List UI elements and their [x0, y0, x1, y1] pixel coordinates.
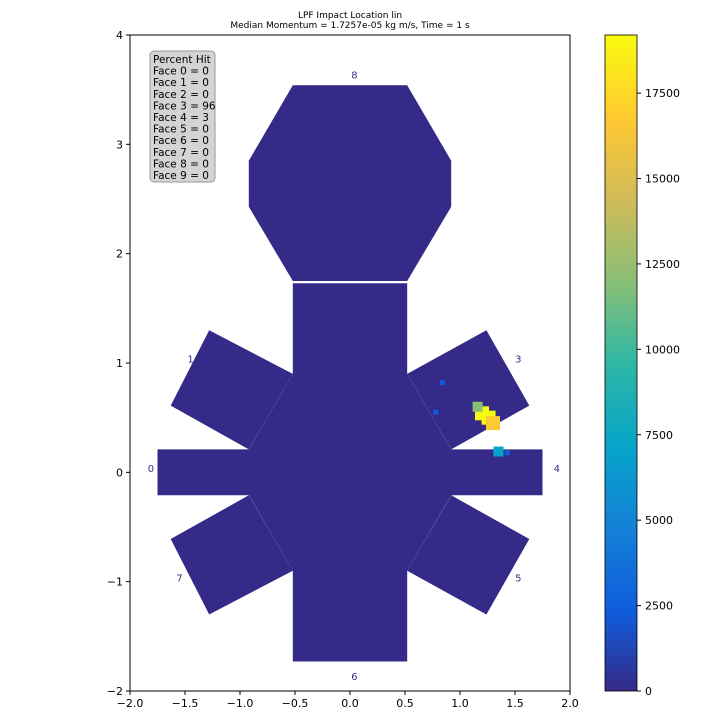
legend-entry: Face 6 = 0 — [153, 135, 209, 147]
x-tick-label: 0.0 — [341, 697, 359, 710]
face-8 — [248, 85, 452, 281]
face-labels: 0 1 3 4 5 6 7 8 — [148, 70, 560, 682]
y-tick-label: −1 — [107, 576, 123, 589]
face-5 — [407, 495, 530, 615]
y-axis: −2 −1 0 1 2 3 4 — [107, 29, 130, 698]
legend-entry: Face 3 = 96 — [153, 100, 216, 112]
colorbar-tick-label: 17500 — [645, 87, 680, 100]
face-label: 3 — [515, 355, 521, 366]
legend-entry: Face 8 = 0 — [153, 158, 209, 170]
x-axis: −2.0 −1.5 −1.0 −0.5 0.0 0.5 1.0 1.5 2.0 — [117, 691, 579, 710]
y-tick-label: 1 — [116, 357, 123, 370]
x-tick-label: 0.5 — [396, 697, 414, 710]
y-tick-label: −2 — [107, 685, 123, 698]
hotspot-cell — [439, 380, 445, 386]
x-tick-label: −1.5 — [172, 697, 199, 710]
x-tick-label: 1.5 — [506, 697, 524, 710]
colorbar-tick-label: 12500 — [645, 258, 680, 271]
colorbar-ticks: 0 2500 5000 7500 10000 12500 15000 17500 — [637, 87, 680, 698]
face-label: 1 — [187, 355, 193, 366]
y-tick-label: 0 — [116, 466, 123, 479]
hotspot-cell — [504, 450, 510, 456]
face-label: 6 — [351, 672, 357, 683]
legend-entry: Face 2 = 0 — [153, 89, 209, 101]
colorbar-tick-label: 10000 — [645, 343, 680, 356]
hotspot-cell — [433, 409, 439, 415]
legend-entry: Face 1 = 0 — [153, 77, 209, 89]
chart-subtitle: Median Momentum = 1.7257e-05 kg m/s, Tim… — [230, 21, 470, 31]
colorbar-tick-label: 5000 — [645, 514, 673, 527]
legend-title: Percent Hit — [153, 54, 211, 66]
y-tick-label: 2 — [116, 248, 123, 261]
x-tick-label: −2.0 — [117, 697, 144, 710]
legend-box — [149, 50, 216, 183]
colorbar-tick-label: 0 — [645, 685, 652, 698]
y-tick-label: 4 — [116, 29, 123, 42]
face-label: 4 — [554, 464, 560, 475]
x-tick-label: −1.0 — [227, 697, 254, 710]
hotspot-cell — [472, 401, 483, 412]
x-tick-label: 2.0 — [561, 697, 579, 710]
legend-entry: Face 4 = 3 — [153, 112, 209, 124]
hotspot-cell — [493, 446, 504, 457]
colorbar-tick-label: 2500 — [645, 600, 673, 613]
colorbar-tick-label: 7500 — [645, 429, 673, 442]
face-7 — [170, 495, 293, 615]
face-label: 0 — [148, 464, 154, 475]
face-1 — [170, 330, 293, 450]
legend-entry: Face 0 = 0 — [153, 66, 209, 78]
chart-title: LPF Impact Location lin — [298, 11, 402, 21]
legend-entry: Face 7 = 0 — [153, 147, 209, 159]
y-tick-label: 3 — [116, 138, 123, 151]
percent-hit-legend: Percent Hit Face 0 = 0 Face 1 = 0 Face 2… — [149, 50, 216, 183]
colorbar — [604, 34, 638, 692]
colorbar-tick-label: 15000 — [645, 173, 680, 186]
face-label: 7 — [176, 573, 182, 584]
impact-hotspots — [433, 380, 510, 457]
x-tick-label: −0.5 — [282, 697, 309, 710]
legend-entry: Face 9 = 0 — [153, 170, 209, 182]
legend-entry: Face 5 = 0 — [153, 124, 209, 136]
x-tick-label: 1.0 — [451, 697, 469, 710]
face-label: 5 — [515, 573, 521, 584]
face-9 — [235, 373, 465, 571]
face-label: 8 — [351, 70, 357, 81]
hotspot-cell — [486, 416, 500, 431]
